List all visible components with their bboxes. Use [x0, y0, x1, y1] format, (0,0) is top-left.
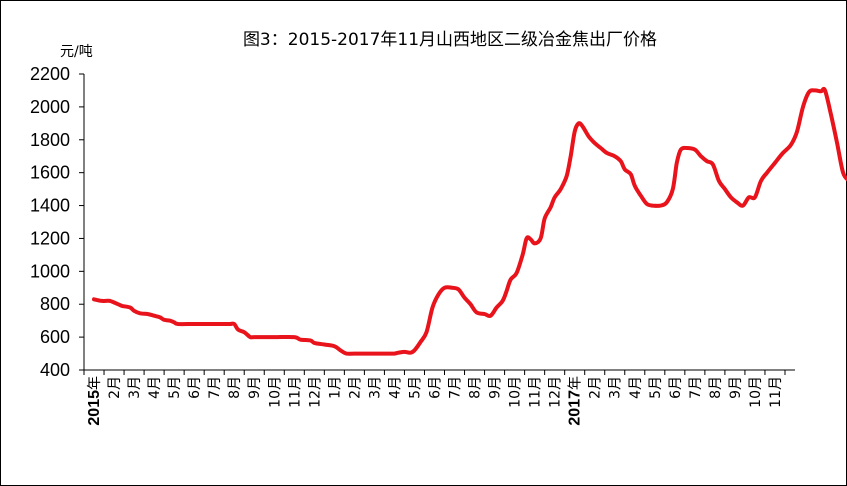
x-tick-text: 9月 — [728, 376, 744, 399]
series-group — [92, 86, 847, 356]
x-tick-year: 2015 — [86, 390, 103, 426]
x-tick-label: 8月 — [468, 376, 484, 399]
x-tick-label: 11月 — [287, 376, 303, 408]
x-tick-label: 9月 — [247, 376, 263, 399]
x-tick-label: 2月 — [107, 376, 123, 399]
x-tick-label: 9月 — [488, 376, 504, 399]
x-tick-label: 2017年 — [567, 376, 584, 426]
x-tick-text: 3月 — [127, 376, 143, 399]
x-tick-text: 9月 — [247, 376, 263, 399]
y-tick-labels: 400 600 800 1000 1200 1400 1600 1800 2000 2200 — [30, 64, 70, 380]
x-tick-label: 3月 — [608, 376, 624, 399]
x-tick-text: 5月 — [648, 376, 664, 399]
x-tick-label: 10月 — [267, 376, 283, 408]
x-tick-label: 4月 — [387, 376, 403, 399]
x-tick-text: 12月 — [548, 376, 564, 408]
x-tick-label: 2月 — [347, 376, 363, 399]
y-tick-label: 400 — [40, 360, 70, 380]
x-tick-label: 5月 — [167, 376, 183, 399]
x-tick-text: 4月 — [628, 376, 644, 399]
x-tick-text: 6月 — [427, 376, 443, 399]
x-tick-text: 11月 — [287, 376, 303, 408]
series-line — [92, 86, 847, 356]
y-tick-label: 600 — [40, 327, 70, 347]
x-tick-text: 8月 — [227, 376, 243, 399]
x-tick-label: 8月 — [708, 376, 724, 399]
x-tick-text: 8月 — [708, 376, 724, 399]
x-tick-text: 4月 — [147, 376, 163, 399]
x-tick-label: 10月 — [748, 376, 764, 408]
y-unit-label: 元/吨 — [60, 44, 93, 60]
y-tick-label: 800 — [40, 294, 70, 314]
x-tick-suffix: 年 — [87, 376, 103, 390]
x-tick-text: 2017年 — [567, 376, 584, 426]
x-tick-label: 10月 — [508, 376, 524, 408]
x-tick-text: 7月 — [207, 376, 223, 399]
y-tick-label: 1400 — [30, 196, 70, 216]
y-tick-label: 2200 — [30, 64, 70, 84]
x-tick-text: 2月 — [107, 376, 123, 399]
x-tick-label: 7月 — [207, 376, 223, 399]
x-tick-text: 10月 — [267, 376, 283, 408]
x-tick-text: 6月 — [187, 376, 203, 399]
x-tick-text: 2015年 — [86, 376, 103, 426]
x-tick-label: 2月 — [588, 376, 604, 399]
x-tick-label: 1月 — [327, 376, 343, 399]
x-tick-label: 4月 — [628, 376, 644, 399]
x-tick-label: 3月 — [127, 376, 143, 399]
x-tick-text: 7月 — [688, 376, 704, 399]
x-tick-suffix: 年 — [568, 376, 584, 390]
x-tick-label: 12月 — [548, 376, 564, 408]
chart-title: 图3：2015-2017年11月山西地区二级冶金焦出厂价格 — [243, 30, 657, 50]
x-tick-text: 2月 — [347, 376, 363, 399]
x-tick-year: 2017 — [567, 390, 584, 426]
y-tick-label: 1800 — [30, 130, 70, 150]
x-tick-label: 7月 — [448, 376, 464, 399]
x-tick-label: 5月 — [648, 376, 664, 399]
x-tick-text: 9月 — [488, 376, 504, 399]
x-tick-text: 4月 — [387, 376, 403, 399]
x-tick-text: 3月 — [608, 376, 624, 399]
x-tick-text: 8月 — [468, 376, 484, 399]
x-tick-label: 9月 — [728, 376, 744, 399]
x-tick-text: 10月 — [748, 376, 764, 408]
x-tick-label: 4月 — [147, 376, 163, 399]
x-tick-label: 11月 — [768, 376, 784, 408]
x-tick-text: 12月 — [307, 376, 323, 408]
x-tick-text: 10月 — [508, 376, 524, 408]
x-tick-text: 11月 — [768, 376, 784, 408]
x-tick-text: 6月 — [668, 376, 684, 399]
x-tick-label: 6月 — [427, 376, 443, 399]
y-tick-label: 2000 — [30, 97, 70, 117]
x-tick-text: 11月 — [528, 376, 544, 408]
x-tick-label: 2015年 — [86, 376, 103, 426]
x-tick-text: 2月 — [588, 376, 604, 399]
x-tick-label: 12月 — [307, 376, 323, 408]
axes — [79, 73, 795, 375]
x-tick-text: 1月 — [327, 376, 343, 399]
x-tick-label: 5月 — [407, 376, 423, 399]
x-tick-label: 8月 — [227, 376, 243, 399]
x-tick-text: 5月 — [407, 376, 423, 399]
x-tick-label: 11月 — [528, 376, 544, 408]
x-tick-label: 6月 — [187, 376, 203, 399]
x-tick-text: 3月 — [367, 376, 383, 399]
x-tick-labels: 2015年 2月 3月 4月 5月 6月 7月 8月 9月 10月 11月 12月 1月 2月 3月 4月 5月… — [86, 376, 784, 426]
x-tick-text: 5月 — [167, 376, 183, 399]
x-tick-label: 3月 — [367, 376, 383, 399]
x-tick-label: 6月 — [668, 376, 684, 399]
y-tick-label: 1600 — [30, 163, 70, 183]
x-tick-label: 7月 — [688, 376, 704, 399]
y-tick-label: 1000 — [30, 261, 70, 281]
x-tick-text: 7月 — [448, 376, 464, 399]
y-tick-label: 1200 — [30, 228, 70, 248]
